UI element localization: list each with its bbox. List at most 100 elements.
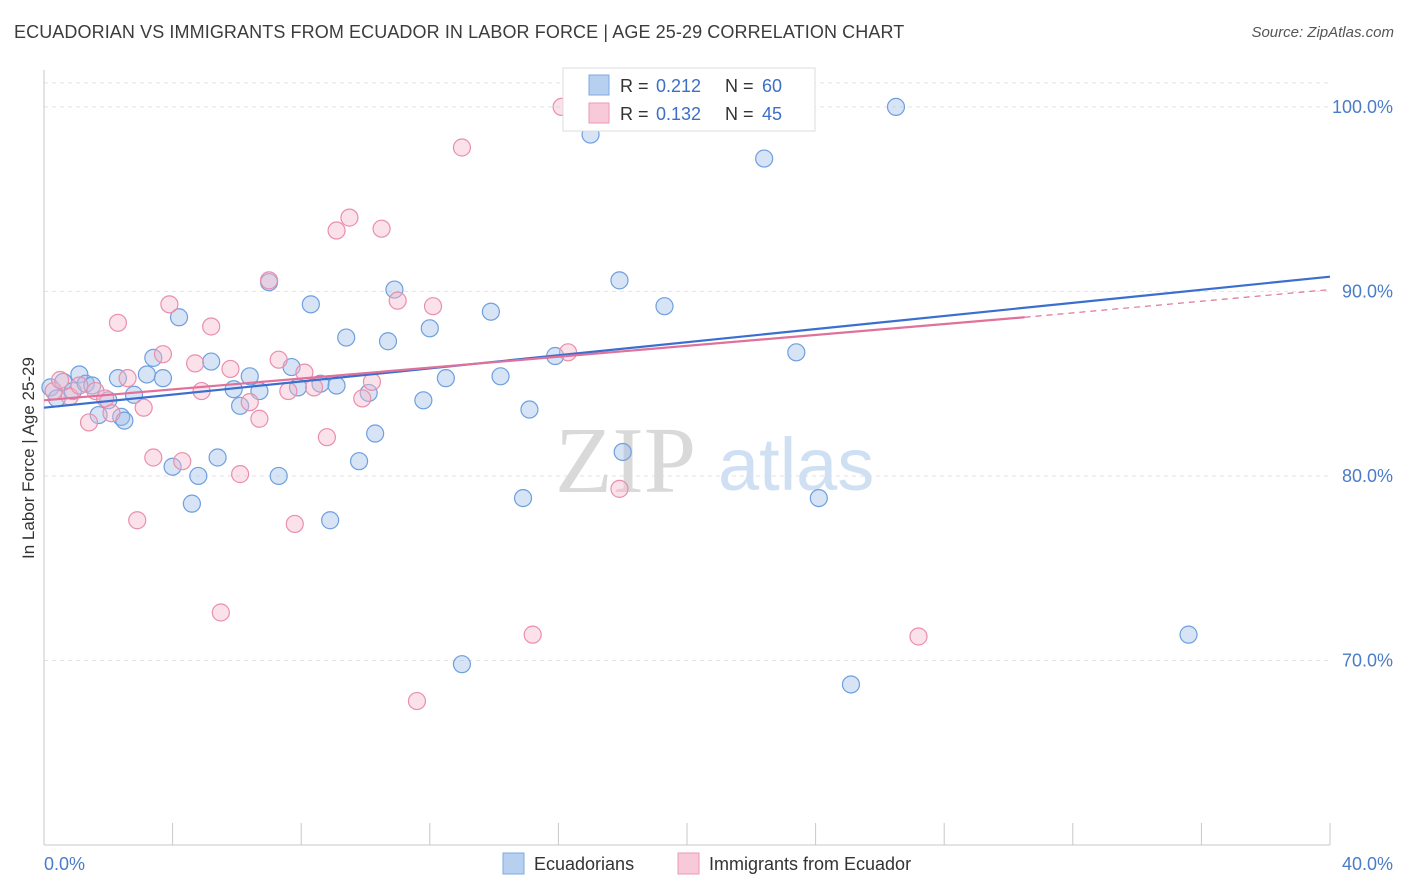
y-axis-label: In Labor Force | Age 25-29 <box>19 357 38 559</box>
y-tick-label: 70.0% <box>1342 650 1393 670</box>
scatter-point <box>182 494 201 513</box>
scatter-point <box>372 219 391 238</box>
watermark: ZIP atlas <box>555 409 874 513</box>
scatter-point <box>153 369 173 388</box>
scatter-point <box>279 381 298 401</box>
series-ecuadorians-points <box>41 97 1198 694</box>
scatter-point <box>787 343 806 362</box>
scatter-point <box>420 319 439 338</box>
bottom-legend-swatch-immigrants <box>677 852 700 875</box>
y-tick-label: 80.0% <box>1342 466 1393 486</box>
series-immigrants-points <box>44 97 928 711</box>
trend-line-extension <box>1024 288 1331 318</box>
scatter-point <box>259 271 279 290</box>
scatter-point <box>610 271 629 290</box>
legend-n-label-2: N = <box>725 104 754 124</box>
trend-line <box>43 275 1331 409</box>
scatter-point <box>202 317 221 336</box>
scatter-point <box>137 365 156 384</box>
scatter-point <box>240 393 259 412</box>
scatter-point <box>327 221 346 240</box>
scatter-point <box>301 295 320 314</box>
scatter-point <box>481 302 500 321</box>
scatter-point <box>163 457 182 476</box>
bottom-legend-label-ecuadorians: Ecuadorians <box>534 854 634 874</box>
scatter-point <box>134 398 153 417</box>
scatter-point <box>436 369 455 388</box>
scatter-point <box>423 297 443 316</box>
scatter-point <box>366 424 385 443</box>
scatter-point <box>169 308 189 327</box>
scatter-point <box>108 369 128 388</box>
scatter-point <box>211 603 230 622</box>
scatter-point <box>513 488 533 508</box>
legend-n-value-1: 60 <box>762 76 782 96</box>
y-tick-label: 90.0% <box>1342 281 1393 301</box>
scatter-point <box>102 404 121 423</box>
scatter-point <box>452 655 472 674</box>
scatter-point <box>613 442 632 462</box>
scatter-point <box>269 350 288 369</box>
scatter-point <box>353 389 372 408</box>
scatter-point <box>250 409 269 428</box>
scatter-point <box>208 448 227 467</box>
scatter-point <box>909 627 928 646</box>
watermark-atlas: atlas <box>718 423 874 506</box>
scatter-point <box>285 514 304 534</box>
correlation-legend: R = 0.212 N = 60 R = 0.132 N = 45 <box>562 67 816 132</box>
scatter-point <box>231 465 250 484</box>
scatter-point <box>452 138 472 157</box>
scatter-point <box>388 291 407 310</box>
y-tick-labels: 70.0% 80.0% 90.0% 100.0% <box>1332 97 1393 671</box>
legend-n-value-2: 45 <box>762 104 782 124</box>
scatter-point <box>655 297 674 316</box>
source-label: Source: ZipAtlas.com <box>1251 24 1394 41</box>
scatter-point <box>189 466 208 486</box>
scatter-point <box>118 369 137 388</box>
scatter-point <box>83 376 102 395</box>
scatter-point <box>144 448 163 467</box>
scatter-point <box>610 479 629 498</box>
watermark-zip: ZIP <box>555 409 696 513</box>
scatter-point <box>340 208 359 227</box>
scatter-point <box>491 367 510 386</box>
scatter-point <box>144 348 163 367</box>
legend-r-label-2: R = <box>620 104 649 124</box>
scatter-point <box>108 313 128 332</box>
scatter-point <box>76 374 95 393</box>
scatter-point <box>755 149 774 168</box>
scatter-point <box>50 370 70 390</box>
scatter-point <box>173 452 192 471</box>
bottom-legend-label-immigrants: Immigrants from Ecuador <box>709 854 911 874</box>
x-tick-label-min: 0.0% <box>44 854 85 874</box>
chart-title: ECUADORIAN VS IMMIGRANTS FROM ECUADOR IN… <box>14 22 905 42</box>
y-tick-label: 100.0% <box>1332 97 1393 117</box>
scatter-point <box>1179 625 1198 644</box>
scatter-point <box>128 511 147 530</box>
legend-r-value-1: 0.212 <box>656 76 701 96</box>
scatter-point <box>221 359 240 379</box>
scatter-point <box>317 428 337 447</box>
scatter-point <box>160 295 179 314</box>
scatter-point <box>337 328 356 347</box>
scatter-point <box>70 376 89 395</box>
series-legend: Ecuadorians Immigrants from Ecuador <box>502 852 911 875</box>
scatter-point <box>269 466 288 486</box>
scatter-point <box>202 352 221 371</box>
trend-lines <box>43 275 1331 409</box>
legend-r-label-1: R = <box>620 76 649 96</box>
scatter-point <box>231 396 250 415</box>
scatter-point <box>240 367 259 386</box>
legend-swatch-immigrants <box>588 102 610 124</box>
scatter-point <box>349 452 369 471</box>
scatter-point <box>886 97 906 117</box>
x-ticks <box>43 823 1331 845</box>
scatter-point <box>79 413 99 432</box>
scatter-point <box>327 376 346 395</box>
scatter-point <box>558 343 578 362</box>
x-tick-label-max: 40.0% <box>1342 854 1393 874</box>
bottom-legend-swatch-ecuadorians <box>502 852 525 875</box>
trend-line <box>43 316 1025 402</box>
